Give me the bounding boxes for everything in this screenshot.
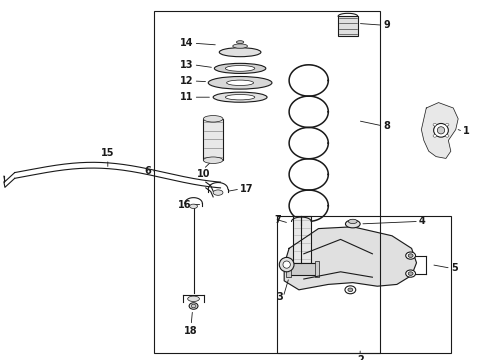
Text: 6: 6 <box>144 166 151 176</box>
Bar <box>315 261 319 277</box>
Text: 12: 12 <box>180 76 194 86</box>
Text: 11: 11 <box>180 92 194 102</box>
Text: 10: 10 <box>196 169 210 179</box>
Text: 8: 8 <box>383 121 390 131</box>
Text: 14: 14 <box>180 38 194 48</box>
Ellipse shape <box>208 77 272 89</box>
Bar <box>286 261 291 277</box>
Bar <box>203 119 223 160</box>
Bar <box>338 16 358 36</box>
Ellipse shape <box>434 123 448 137</box>
Text: 3: 3 <box>276 292 283 302</box>
Text: 9: 9 <box>383 20 390 30</box>
Ellipse shape <box>226 80 254 85</box>
Text: 17: 17 <box>240 184 254 194</box>
Ellipse shape <box>203 157 223 163</box>
Polygon shape <box>421 103 458 158</box>
Ellipse shape <box>233 44 247 48</box>
Ellipse shape <box>213 190 223 195</box>
Ellipse shape <box>406 252 416 259</box>
Ellipse shape <box>345 220 360 228</box>
Ellipse shape <box>437 127 445 134</box>
Text: 13: 13 <box>180 60 194 70</box>
Ellipse shape <box>283 261 290 268</box>
Ellipse shape <box>215 63 266 73</box>
Ellipse shape <box>189 303 198 309</box>
Text: 16: 16 <box>177 200 191 210</box>
Ellipse shape <box>220 48 261 57</box>
Bar <box>154 11 380 353</box>
Text: 5: 5 <box>451 263 458 273</box>
Text: 15: 15 <box>101 148 115 158</box>
Text: 18: 18 <box>184 326 198 336</box>
Ellipse shape <box>433 135 437 137</box>
Ellipse shape <box>188 296 199 302</box>
Ellipse shape <box>445 135 449 137</box>
Ellipse shape <box>213 92 267 102</box>
Polygon shape <box>284 227 416 290</box>
Bar <box>293 216 311 263</box>
Ellipse shape <box>225 94 255 100</box>
Text: 7: 7 <box>274 215 281 225</box>
Ellipse shape <box>408 272 413 275</box>
Bar <box>289 263 316 275</box>
Ellipse shape <box>348 219 357 224</box>
Ellipse shape <box>433 123 437 126</box>
Bar <box>277 216 451 353</box>
Ellipse shape <box>406 270 416 277</box>
Text: 4: 4 <box>419 216 426 226</box>
Ellipse shape <box>348 288 353 292</box>
Text: 1: 1 <box>463 126 470 136</box>
Text: 2: 2 <box>357 355 364 360</box>
Ellipse shape <box>408 254 413 257</box>
Ellipse shape <box>445 123 449 126</box>
Ellipse shape <box>191 304 196 308</box>
Ellipse shape <box>345 286 356 294</box>
Ellipse shape <box>190 204 197 208</box>
Ellipse shape <box>203 116 223 122</box>
Ellipse shape <box>225 66 255 71</box>
Ellipse shape <box>279 257 294 272</box>
Ellipse shape <box>236 41 244 44</box>
